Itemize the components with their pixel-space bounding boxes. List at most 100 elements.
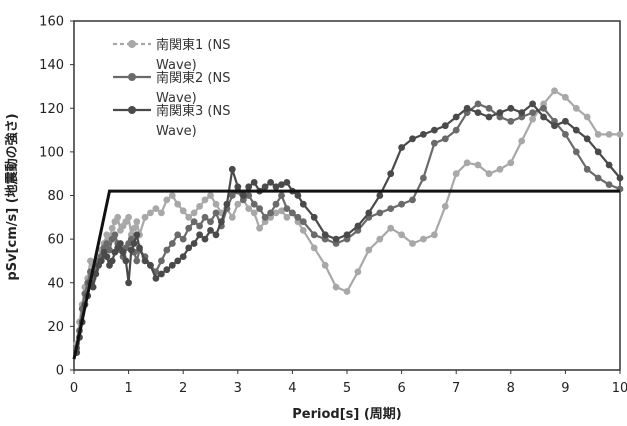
x-tick-label: 5 (343, 381, 351, 396)
series-3-point (245, 183, 253, 191)
series-1-point (190, 209, 198, 217)
series-3-point (616, 174, 624, 182)
series-2-point (583, 165, 591, 173)
series-2-point (294, 213, 302, 221)
series-1-point (441, 203, 449, 210)
legend-label: Wave) (156, 124, 197, 139)
series-1-point (250, 209, 258, 217)
series-1-point (272, 209, 280, 217)
series-2-point (190, 218, 198, 226)
series-2-point (452, 126, 460, 134)
series-1-point (431, 231, 438, 239)
series-2-point (605, 181, 613, 189)
series-3-point (283, 179, 291, 186)
series-3-point (223, 200, 231, 208)
series-3-point (168, 261, 176, 269)
series-2-point (250, 200, 258, 208)
series-3-point (108, 257, 116, 265)
series-1-point (201, 196, 209, 204)
series-1-point (354, 268, 362, 276)
x-tick-label: 6 (397, 381, 405, 396)
series-2-point (106, 246, 113, 254)
series-1-point (343, 288, 351, 295)
series-1-point (310, 244, 318, 252)
series-1-point (125, 213, 132, 221)
series-3-point (141, 257, 149, 265)
series-3-point (562, 117, 569, 125)
series-2-point (163, 246, 171, 254)
series-1-point (496, 165, 504, 173)
series-3-point (321, 231, 329, 239)
series-3-point (463, 104, 471, 112)
series-3-point (152, 275, 160, 282)
series-3-point (239, 192, 247, 199)
y-tick-label: 60 (47, 233, 64, 248)
series-1-point (168, 192, 176, 199)
series-3-point (261, 183, 269, 191)
series-1-point (234, 200, 242, 208)
series-1-point (562, 93, 569, 101)
series-2-point (261, 213, 269, 221)
series-1-point (87, 257, 94, 265)
series-1-point (551, 87, 558, 95)
y-tick-label: 120 (39, 102, 64, 117)
series-3-point (89, 283, 97, 291)
series-3-point (228, 165, 236, 173)
series-1-point (147, 209, 154, 217)
y-tick-label: 0 (56, 364, 64, 379)
series-2-point (133, 257, 141, 265)
series-3-point (179, 253, 187, 260)
series-1-point (256, 224, 263, 232)
series-3-point (594, 148, 602, 156)
series-1-point (133, 218, 141, 226)
x-tick-label: 1 (124, 381, 132, 396)
series-2-point (507, 117, 515, 125)
x-tick-label: 4 (288, 381, 296, 396)
series-1-point (463, 159, 471, 167)
series-3-point (103, 253, 111, 260)
series-3-point (529, 100, 536, 108)
series-2-point (474, 100, 482, 108)
series-1-point (196, 203, 204, 210)
x-tick-label: 8 (507, 381, 515, 396)
series-3-point (127, 246, 135, 254)
series-3-point (354, 222, 362, 230)
series-1-point (114, 213, 122, 221)
x-tick-label: 7 (452, 381, 460, 396)
series-1-point (278, 207, 285, 215)
series-3-point (294, 192, 302, 199)
series-1-point (529, 115, 536, 123)
series-3-point (398, 144, 405, 151)
series-3-point (278, 181, 285, 189)
series-1-point (228, 213, 236, 221)
series-3-point (485, 113, 493, 121)
series-3-point (207, 227, 214, 234)
series-1-point (179, 207, 187, 215)
series-3-point (551, 122, 558, 130)
series-2-point (267, 209, 274, 217)
series-3-point (201, 235, 209, 243)
series-3-point (163, 266, 171, 274)
series-layer (73, 87, 624, 356)
series-3-point (310, 213, 318, 221)
series-3-point (158, 270, 165, 278)
x-tick-label: 2 (179, 381, 187, 396)
series-2-point (594, 174, 602, 182)
legend-entry-2: 南関東2 (NS Wave) (113, 70, 230, 106)
series-1-point (507, 159, 515, 167)
series-2-point (376, 209, 384, 217)
series-2-point (228, 192, 236, 199)
series-2-point (158, 257, 165, 265)
series-3-point (212, 231, 220, 239)
series-2-point (283, 205, 291, 213)
series-3-point (343, 231, 351, 239)
series-1-point (332, 283, 340, 291)
series-1-point (130, 224, 138, 232)
series-3-point (272, 183, 280, 191)
series-3-point (97, 257, 105, 265)
legend-label: 南関東3 (NS (156, 103, 230, 119)
series-3-point (117, 240, 124, 247)
y-axis-title: pSv[cm/s] (地震動の強さ) (4, 113, 20, 280)
x-tick-label: 9 (561, 381, 569, 396)
